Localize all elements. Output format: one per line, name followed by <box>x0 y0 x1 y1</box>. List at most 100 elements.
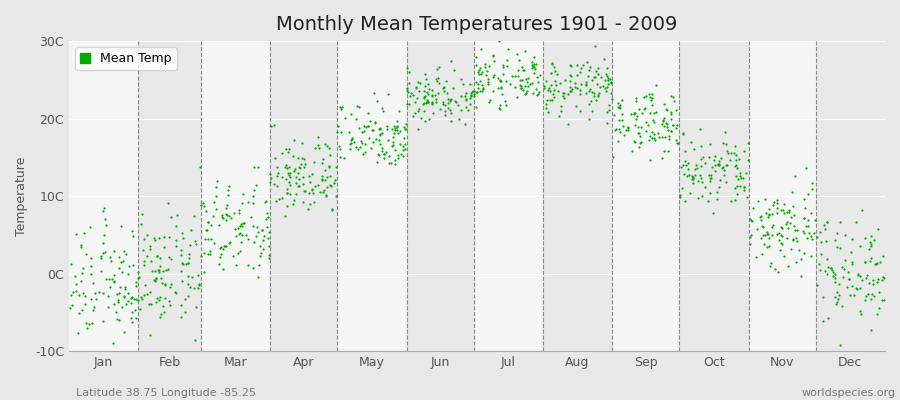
Point <box>634 124 648 130</box>
Point <box>764 260 778 266</box>
Point <box>587 90 601 96</box>
Point <box>561 91 575 97</box>
Point <box>236 191 250 197</box>
Point <box>756 232 770 238</box>
Point <box>69 230 84 237</box>
Point <box>500 62 514 69</box>
Point <box>670 140 685 146</box>
Point <box>716 166 731 173</box>
Point <box>849 285 863 292</box>
Point <box>686 175 700 182</box>
Point <box>374 132 388 138</box>
Point <box>730 191 744 198</box>
Point <box>400 87 414 93</box>
Point <box>847 292 861 298</box>
Point <box>249 232 264 239</box>
Point <box>774 207 788 213</box>
Point <box>175 278 189 284</box>
Point <box>132 274 147 280</box>
Point <box>758 196 772 202</box>
Point <box>436 99 451 106</box>
Point <box>581 101 596 107</box>
Point <box>444 118 458 124</box>
Point <box>147 235 161 241</box>
Point <box>399 126 413 132</box>
Point <box>744 232 759 238</box>
Point <box>786 203 800 209</box>
Point <box>138 236 152 243</box>
Point <box>821 314 835 321</box>
Point <box>135 210 149 217</box>
Point <box>657 115 671 122</box>
Point <box>137 262 151 268</box>
Point <box>279 176 293 182</box>
Point <box>74 242 88 248</box>
Point <box>782 208 796 215</box>
Point <box>74 277 88 284</box>
Point <box>806 230 821 236</box>
Point <box>307 159 321 166</box>
Point <box>518 76 533 82</box>
Point <box>703 178 717 184</box>
Point <box>628 110 643 116</box>
Point <box>149 295 164 302</box>
Point <box>875 276 889 283</box>
Point <box>418 71 432 78</box>
Point <box>664 128 679 134</box>
Point <box>613 129 627 136</box>
Point <box>112 265 126 272</box>
Point <box>805 253 819 260</box>
Point <box>386 130 400 136</box>
Point <box>573 64 588 71</box>
Point <box>646 135 661 141</box>
Point <box>198 236 212 242</box>
Point <box>727 150 742 156</box>
Point <box>859 297 873 303</box>
Point <box>334 129 348 136</box>
Point <box>613 102 627 108</box>
Point <box>181 260 195 266</box>
Point <box>99 276 113 282</box>
Point <box>705 164 719 170</box>
Point <box>203 222 218 228</box>
Point <box>292 155 306 162</box>
Bar <box>473 41 543 351</box>
Point <box>418 92 432 99</box>
Point <box>704 174 718 181</box>
Point <box>377 151 392 157</box>
Point <box>392 155 406 162</box>
Point <box>174 252 188 258</box>
Point <box>861 280 876 286</box>
Point <box>682 172 697 179</box>
Point <box>604 80 618 86</box>
Point <box>469 104 483 110</box>
Point <box>529 61 544 68</box>
Point <box>693 171 707 178</box>
Point <box>638 119 652 125</box>
Point <box>425 87 439 93</box>
Point <box>729 157 743 163</box>
Point <box>112 254 127 260</box>
Bar <box>612 41 680 351</box>
Point <box>661 121 675 128</box>
Point <box>391 152 405 158</box>
Point <box>408 110 422 116</box>
Point <box>115 304 130 310</box>
Point <box>805 180 819 186</box>
Point <box>472 67 486 73</box>
Point <box>168 290 183 296</box>
Point <box>421 116 436 122</box>
Point <box>282 164 296 170</box>
Point <box>463 101 477 107</box>
Point <box>372 152 386 158</box>
Point <box>387 123 401 130</box>
Point <box>176 234 191 241</box>
Point <box>419 76 434 83</box>
Point <box>217 243 231 249</box>
Point <box>751 198 765 204</box>
Point <box>634 133 648 139</box>
Point <box>417 94 431 100</box>
Point <box>587 73 601 80</box>
Point <box>625 148 639 154</box>
Point <box>580 59 594 66</box>
